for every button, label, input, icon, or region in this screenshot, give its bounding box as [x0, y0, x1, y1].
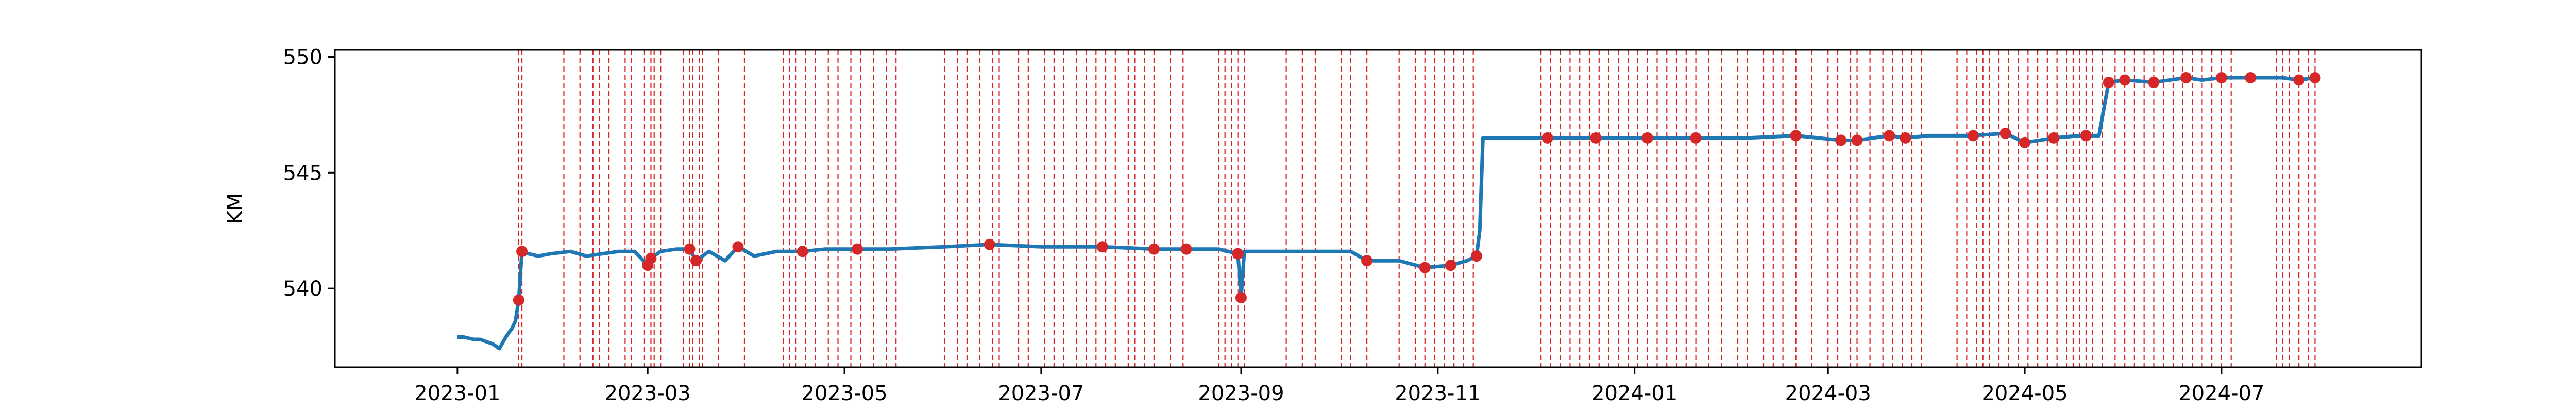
event-marker [2103, 76, 2114, 88]
event-marker [984, 238, 995, 250]
x-tick-label: 2024-05 [1981, 382, 2067, 405]
x-tick-label: 2023-01 [414, 382, 500, 405]
x-axis: 2023-01 2023-03 2023-05 2023-07 2023-09 2023-… [414, 367, 2264, 405]
event-marker [645, 252, 657, 264]
event-marker [1790, 130, 1802, 142]
x-tick-label: 2023-07 [998, 382, 1084, 405]
event-marker [2180, 72, 2192, 83]
event-vlines [518, 50, 2316, 367]
event-marker [796, 246, 808, 258]
event-marker [2019, 136, 2031, 148]
event-marker [1900, 132, 1911, 144]
event-marker [2245, 72, 2257, 83]
event-marker [1690, 132, 1702, 144]
x-tick-label: 2023-11 [1395, 382, 1481, 405]
event-marker [852, 243, 863, 255]
event-marker [1641, 132, 1653, 144]
y-tick-label: 545 [283, 161, 323, 185]
y-axis: 540 545 550 [283, 45, 335, 301]
y-tick-label: 540 [283, 277, 323, 301]
event-marker [2048, 132, 2060, 144]
plot-frame [334, 49, 2422, 368]
event-markers [513, 72, 2321, 306]
event-marker [1884, 130, 1895, 142]
event-marker [1232, 248, 1244, 260]
event-marker [1235, 292, 1247, 304]
event-marker [1180, 243, 1192, 255]
event-marker [684, 243, 696, 255]
event-marker [1541, 132, 1553, 144]
event-marker [1999, 127, 2011, 139]
event-marker [732, 241, 744, 253]
event-marker [1590, 132, 1602, 144]
event-marker [2293, 74, 2305, 86]
x-tick-label: 2023-03 [605, 382, 691, 405]
event-marker [1096, 241, 1108, 253]
event-marker [1835, 134, 1847, 146]
event-marker [2215, 72, 2227, 83]
event-marker [1419, 262, 1431, 273]
x-tick-label: 2024-01 [1591, 382, 1677, 405]
event-marker [516, 246, 528, 258]
event-marker [2309, 72, 2321, 83]
event-marker [1445, 260, 1456, 271]
event-marker [1361, 255, 1373, 267]
y-tick-label: 550 [283, 45, 323, 69]
event-marker [2148, 76, 2160, 88]
event-marker [1967, 130, 1979, 142]
x-tick-label: 2024-03 [1785, 382, 1871, 405]
event-marker [1148, 243, 1160, 255]
event-marker [690, 255, 702, 267]
y-axis-label: KM [224, 193, 247, 225]
event-marker [2119, 74, 2131, 86]
event-marker [2080, 130, 2092, 142]
event-marker [1851, 134, 1863, 146]
event-marker [1470, 250, 1482, 262]
x-tick-label: 2024-07 [2178, 382, 2264, 405]
event-marker [513, 294, 524, 306]
x-tick-label: 2023-09 [1198, 382, 1284, 405]
x-tick-label: 2023-05 [801, 382, 887, 405]
